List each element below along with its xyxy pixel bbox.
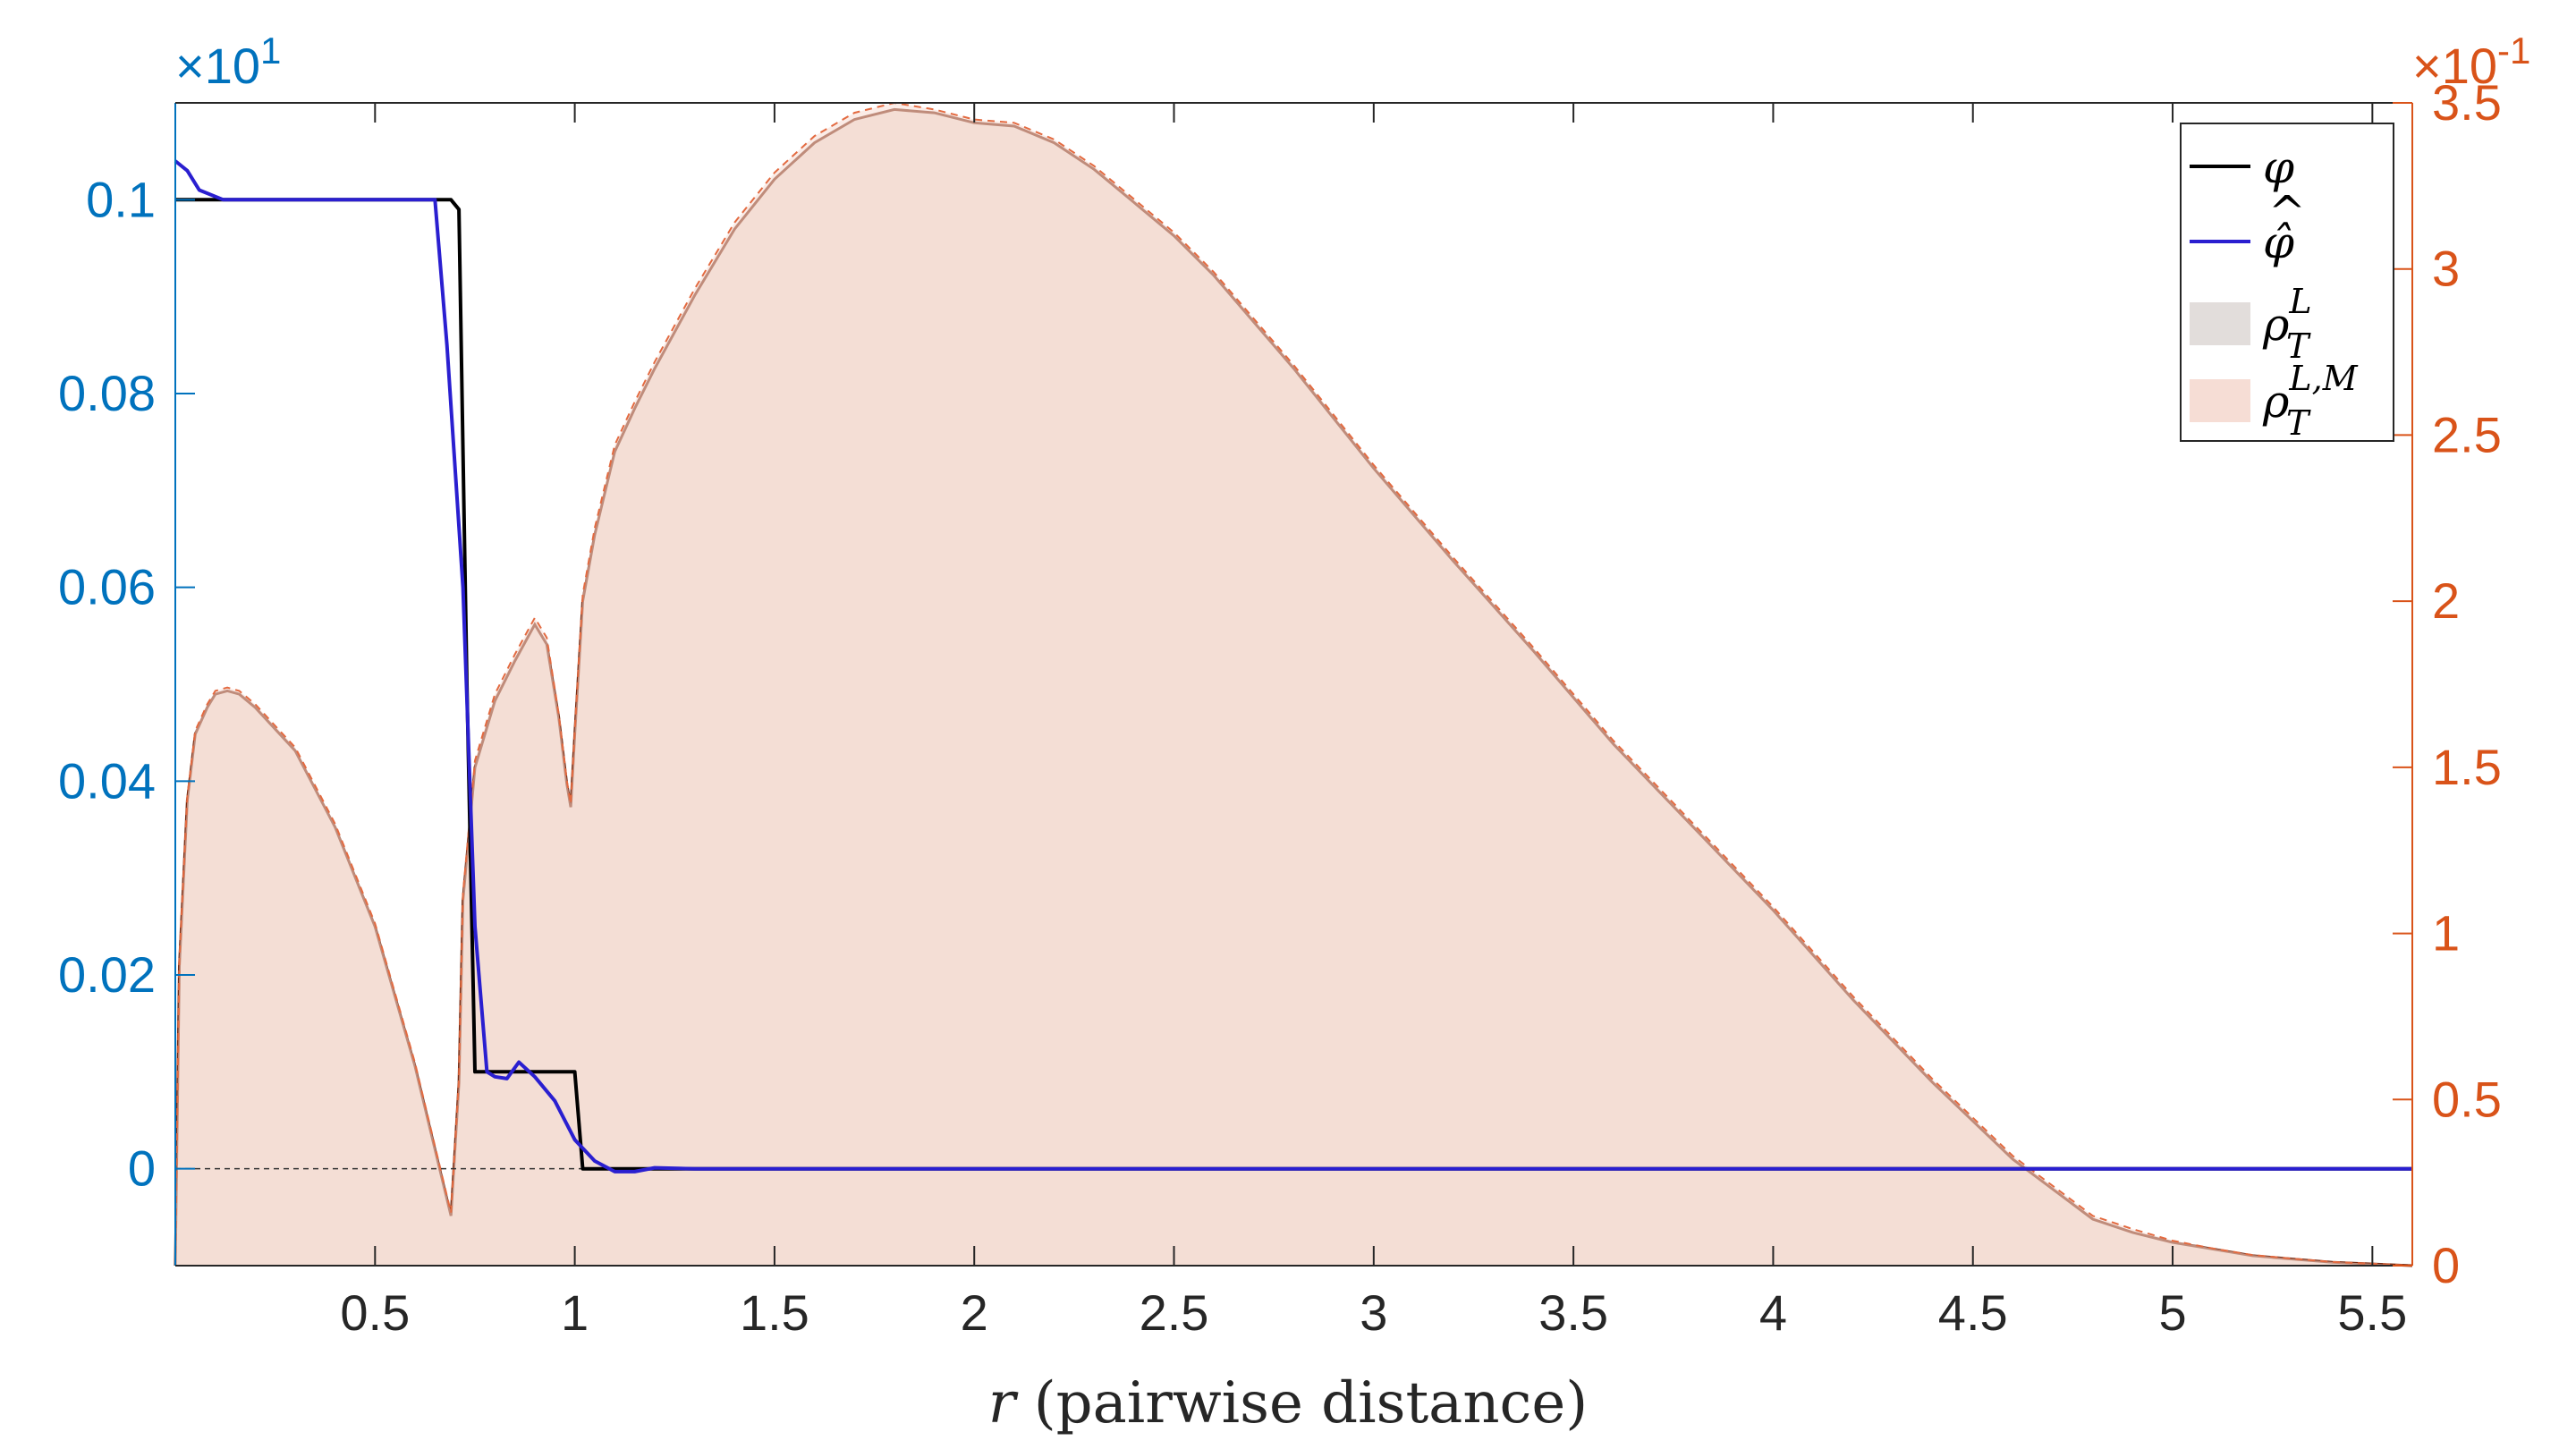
area-rho-LM [175, 103, 2412, 1266]
x-axis-label: r (pairwise distance) [988, 1370, 1588, 1436]
legend-label-base: ρ [2262, 299, 2290, 351]
left-tick-label: 0.04 [58, 752, 156, 809]
legend-label-0: φ [2263, 141, 2294, 193]
left-tick-label: 0 [128, 1140, 156, 1197]
x-tick-label: 5 [2158, 1284, 2186, 1341]
right-tick-label: 0.5 [2432, 1071, 2502, 1127]
right-tick-label: 0 [2432, 1237, 2460, 1293]
tick-labels: 0.5 1 1.5 2 2.5 3 3.5 4 4.5 5 5.5 0 0.02 0.04 0.06 0.08… [58, 30, 2530, 1341]
right-tick-label: 3.5 [2432, 74, 2502, 131]
legend-label-sub: T [2286, 326, 2311, 366]
x-tick-label: 0.5 [340, 1284, 410, 1341]
x-tick-label: 4 [1759, 1284, 1787, 1341]
legend-hat-mark: ^ [2268, 186, 2306, 238]
legend-label-3: ρL,M T [2262, 359, 2359, 443]
line-phi [175, 198, 2412, 1171]
legend-patch-rho-LM [2190, 379, 2250, 422]
legend: φφ̂^ρL TρL,M T [2180, 123, 2394, 443]
left-tick-label: 0.02 [58, 946, 156, 1003]
x-tick-label: 1.5 [740, 1284, 809, 1341]
left-tick-label: 0.06 [58, 559, 156, 615]
x-tick-label: 1 [561, 1284, 589, 1341]
left-exponent-base: ×10 [175, 38, 260, 94]
right-tick-label: 3 [2432, 241, 2460, 297]
left-tick-label: 0.1 [86, 171, 156, 227]
right-exponent-power: -1 [2497, 30, 2530, 72]
left-exponent-power: 1 [260, 30, 281, 72]
left-exponent-label: ×101 [175, 30, 281, 94]
line-rho-LM [174, 101, 2413, 1267]
x-tick-label: 3 [1360, 1284, 1387, 1341]
right-exponent-base: ×10 [2412, 38, 2497, 94]
right-exponent-label: ×10-1 [2412, 30, 2530, 94]
legend-label-2: ρL T [2262, 282, 2312, 366]
legend-label-sub: T [2286, 403, 2311, 443]
legend-label-1: φ̂ [2263, 216, 2294, 268]
legend-label-base: φ̂ [2263, 216, 2294, 268]
legend-patch-rho-L [2190, 302, 2250, 345]
x-axis-label-var: r [988, 1370, 1019, 1436]
x-axis-label-rest: (pairwise distance) [1015, 1370, 1588, 1436]
series-lines [174, 159, 2412, 1174]
left-tick-label: 0.08 [58, 365, 156, 421]
right-tick-label: 2 [2432, 572, 2460, 629]
legend-box [2180, 123, 2394, 442]
legend-label-base: φ [2263, 141, 2294, 193]
line-phi-hat [174, 159, 2412, 1174]
x-tick-label: 2 [961, 1284, 988, 1341]
axes [174, 102, 2413, 1267]
right-tick-label: 1 [2432, 905, 2460, 962]
x-tick-label: 4.5 [1938, 1284, 2008, 1341]
density-areas [174, 101, 2413, 1267]
right-tick-label: 1.5 [2432, 739, 2502, 795]
x-tick-label: 2.5 [1140, 1284, 1209, 1341]
x-tick-label: 3.5 [1538, 1284, 1608, 1341]
x-tick-label: 5.5 [2337, 1284, 2407, 1341]
right-tick-label: 2.5 [2432, 406, 2502, 462]
legend-label-sup: L,M [2288, 359, 2358, 398]
legend-label-sup: L [2288, 282, 2311, 321]
legend-label-base: ρ [2262, 376, 2290, 428]
